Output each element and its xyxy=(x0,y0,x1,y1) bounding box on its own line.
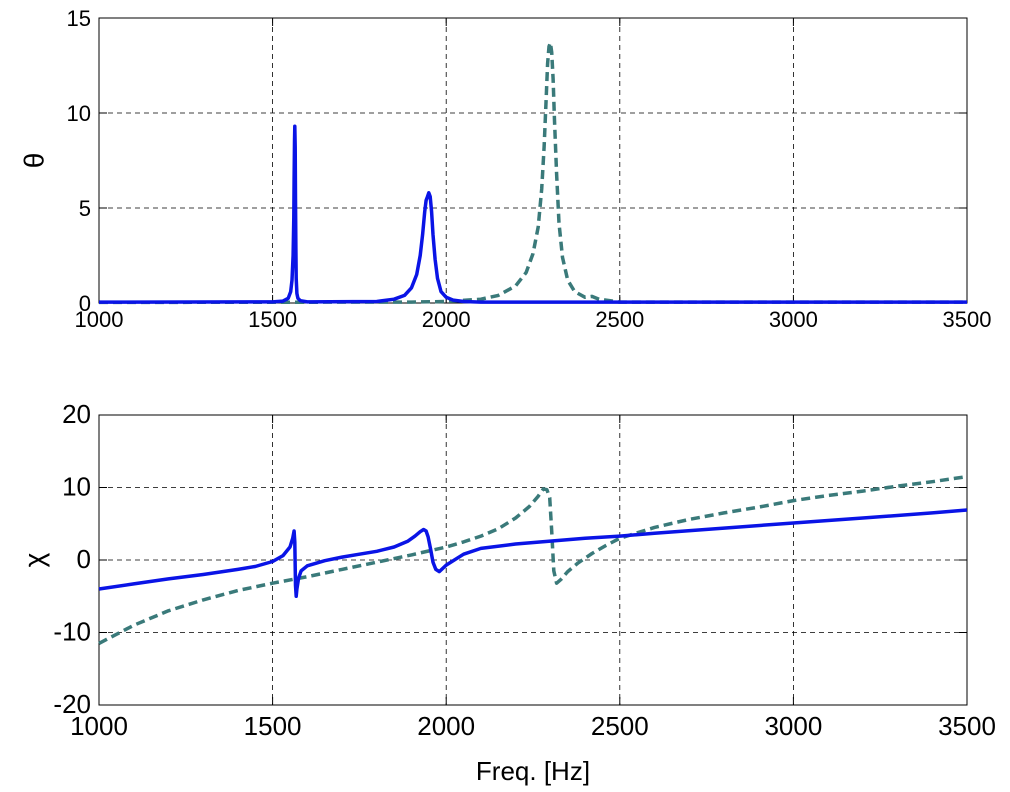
chi-y-axis-label: χ xyxy=(18,552,49,567)
theta-ticks: 1000 1500 2000 2500 3000 3500 0 5 10 15 xyxy=(67,6,992,332)
theta-y-axis-label: θ xyxy=(18,153,49,169)
chi-xtick-label-1500: 1500 xyxy=(244,711,302,741)
theta-xtick-label-1000: 1000 xyxy=(75,307,124,332)
chi-series-dashed-line xyxy=(98,474,968,645)
chi-xtick-label-3000: 3000 xyxy=(764,711,822,741)
theta-xtick-label-3500: 3500 xyxy=(943,307,992,332)
theta-xtick-label-1500: 1500 xyxy=(248,307,297,332)
chi-ytick-label-20: 20 xyxy=(62,399,91,429)
x-axis-label: Freq. [Hz] xyxy=(476,756,590,786)
chi-grid xyxy=(99,415,967,705)
chi-xtick-label-3500: 3500 xyxy=(938,711,996,741)
theta-xtick-label-2000: 2000 xyxy=(422,307,471,332)
theta-panel: 1000 1500 2000 2500 3000 3500 0 5 10 15 θ xyxy=(18,6,991,332)
chi-ytick-label-0: 0 xyxy=(77,544,91,574)
theta-ytick-label-10: 10 xyxy=(67,101,91,126)
theta-series-solid-line xyxy=(98,124,967,304)
theta-plot-frame xyxy=(98,17,968,304)
theta-ytick-label-5: 5 xyxy=(79,196,91,221)
theta-ytick-label-15: 15 xyxy=(67,6,91,31)
theta-series xyxy=(98,40,967,305)
chi-panel: 1000 1500 2000 2500 3000 3500 -20 -10 0 10 20 χ Fr… xyxy=(18,399,996,786)
chi-xtick-label-2500: 2500 xyxy=(591,711,649,741)
theta-xtick-label-2500: 2500 xyxy=(595,307,644,332)
chi-ytick-label--20: -20 xyxy=(53,689,91,719)
chi-ytick-label-10: 10 xyxy=(62,472,91,502)
theta-xtick-label-3000: 3000 xyxy=(769,307,818,332)
chi-xtick-label-2000: 2000 xyxy=(417,711,475,741)
chi-xtick-label-1000: 1000 xyxy=(70,711,128,741)
theta-series-dashed-line xyxy=(98,40,967,305)
chi-series-solid-line xyxy=(98,508,968,599)
chi-ticks: 1000 1500 2000 2500 3000 3500 -20 -10 0 10 20 xyxy=(53,399,996,741)
theta-grid xyxy=(99,18,967,303)
theta-ytick-label-0: 0 xyxy=(79,291,91,316)
chi-series xyxy=(98,474,968,645)
chi-ytick-label--10: -10 xyxy=(53,617,91,647)
